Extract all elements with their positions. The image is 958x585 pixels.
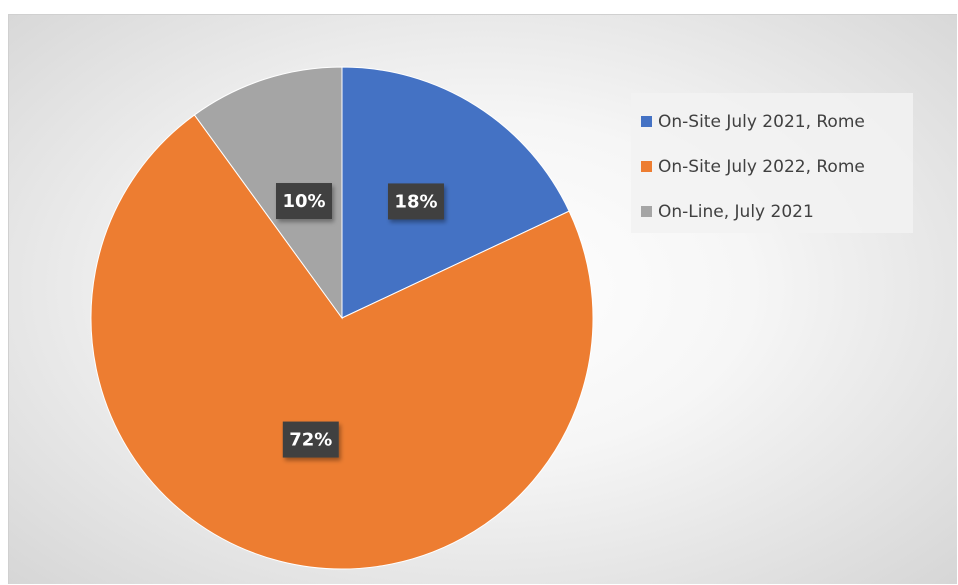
pie-slice-1: [90, 114, 594, 570]
data-label-box-1: [282, 421, 339, 458]
legend-swatch-1: [641, 161, 652, 172]
data-label-text-2: 10%: [282, 191, 325, 212]
legend-label-1: On-Site July 2022, Rome: [658, 156, 865, 177]
legend-label-2: On-Line, July 2021: [658, 201, 814, 222]
data-label-1: 72%: [282, 421, 339, 458]
data-label-text-0: 18%: [394, 191, 437, 212]
pie-data-labels: 18% 72% 10%: [275, 183, 444, 458]
pie-slice-2: [193, 66, 343, 320]
legend-swatch-0: [641, 116, 652, 127]
legend-swatch-2: [641, 206, 652, 217]
legend-item-2: On-Line, July 2021: [631, 189, 913, 234]
pie-slice-0: [341, 66, 570, 319]
data-label-text-1: 72%: [289, 430, 332, 451]
pie-chart: 18% 72% 10%: [90, 66, 594, 570]
data-label-0: 18%: [387, 183, 444, 220]
legend-item-0: On-Site July 2021, Rome: [631, 99, 913, 144]
legend-label-0: On-Site July 2021, Rome: [658, 111, 865, 132]
data-label-box-0: [387, 183, 444, 220]
data-label-2: 10%: [275, 183, 332, 220]
legend-item-1: On-Site July 2022, Rome: [631, 144, 913, 189]
pie-slices: [90, 66, 594, 570]
chart-legend: On-Site July 2021, Rome On-Site July 202…: [631, 93, 913, 233]
chart-area: 18% 72% 10% On-Site July 2021, Rome On-Sit…: [8, 14, 957, 584]
data-label-box-2: [275, 183, 332, 220]
